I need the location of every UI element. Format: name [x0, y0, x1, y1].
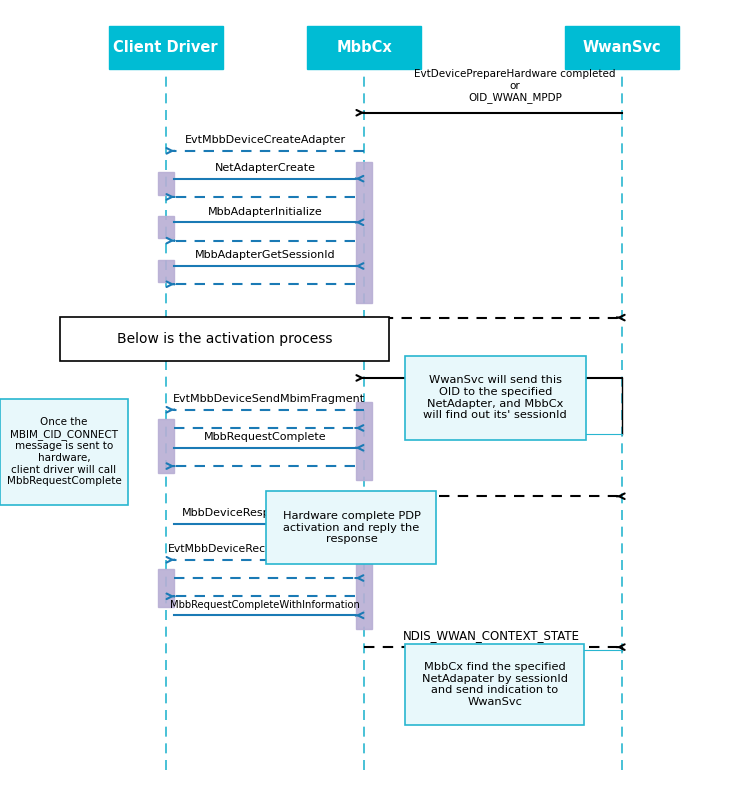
FancyBboxPatch shape: [307, 25, 421, 70]
Text: Hardware complete PDP
activation and reply the
response: Hardware complete PDP activation and rep…: [283, 511, 420, 544]
Text: MbbRequestCompleteWithInformation: MbbRequestCompleteWithInformation: [170, 599, 360, 610]
Text: NetAdapterCreate: NetAdapterCreate: [214, 163, 316, 173]
FancyBboxPatch shape: [109, 25, 222, 70]
FancyBboxPatch shape: [0, 399, 128, 505]
Text: WwanSvc: WwanSvc: [583, 40, 661, 55]
FancyBboxPatch shape: [356, 162, 372, 303]
Text: MbbDeviceResponseAvailable: MbbDeviceResponseAvailable: [182, 508, 348, 518]
Text: EvtMbbDeviceReceiveMbimFragment: EvtMbbDeviceReceiveMbimFragment: [168, 544, 371, 554]
FancyBboxPatch shape: [158, 569, 174, 607]
Text: Below is the activation process: Below is the activation process: [117, 332, 332, 346]
Text: Client Driver: Client Driver: [113, 40, 218, 55]
FancyBboxPatch shape: [405, 644, 584, 725]
Text: EvtDevicePrepareHardware completed
or
OID_WWAN_MPDP: EvtDevicePrepareHardware completed or OI…: [414, 69, 616, 103]
Text: NDIS_WWAN_CONTEXT_STATE: NDIS_WWAN_CONTEXT_STATE: [403, 629, 580, 642]
Text: EvtMbbDeviceSendMbimFragment: EvtMbbDeviceSendMbimFragment: [173, 394, 366, 404]
Text: MbbCx find the specified
NetAdapater by sessionId
and send indication to
WwanSvc: MbbCx find the specified NetAdapater by …: [422, 662, 567, 707]
FancyBboxPatch shape: [266, 491, 436, 564]
FancyBboxPatch shape: [158, 260, 174, 282]
FancyBboxPatch shape: [158, 172, 174, 195]
Text: Once the
MBIM_CID_CONNECT
message is sent to
hardware,
client driver will call
M: Once the MBIM_CID_CONNECT message is sen…: [7, 418, 121, 486]
Text: OID_WWAN_CONNECT: OID_WWAN_CONNECT: [450, 360, 581, 372]
Text: MbbAdapterInitialize: MbbAdapterInitialize: [208, 206, 322, 217]
FancyBboxPatch shape: [158, 216, 174, 238]
Text: MbbCx: MbbCx: [336, 40, 392, 55]
FancyBboxPatch shape: [565, 25, 679, 70]
Text: MbbAdapterGetSessionId: MbbAdapterGetSessionId: [194, 250, 336, 260]
FancyBboxPatch shape: [356, 402, 372, 480]
Text: MbbRequestComplete: MbbRequestComplete: [204, 432, 326, 442]
Text: WwanSvc will send this
OID to the specified
NetAdapter, and MbbCx
will find out : WwanSvc will send this OID to the specif…: [423, 376, 567, 420]
FancyBboxPatch shape: [60, 317, 389, 361]
FancyBboxPatch shape: [356, 548, 372, 629]
FancyBboxPatch shape: [405, 356, 586, 440]
FancyBboxPatch shape: [158, 419, 174, 473]
Text: EvtMbbDeviceCreateAdapter: EvtMbbDeviceCreateAdapter: [185, 135, 345, 145]
